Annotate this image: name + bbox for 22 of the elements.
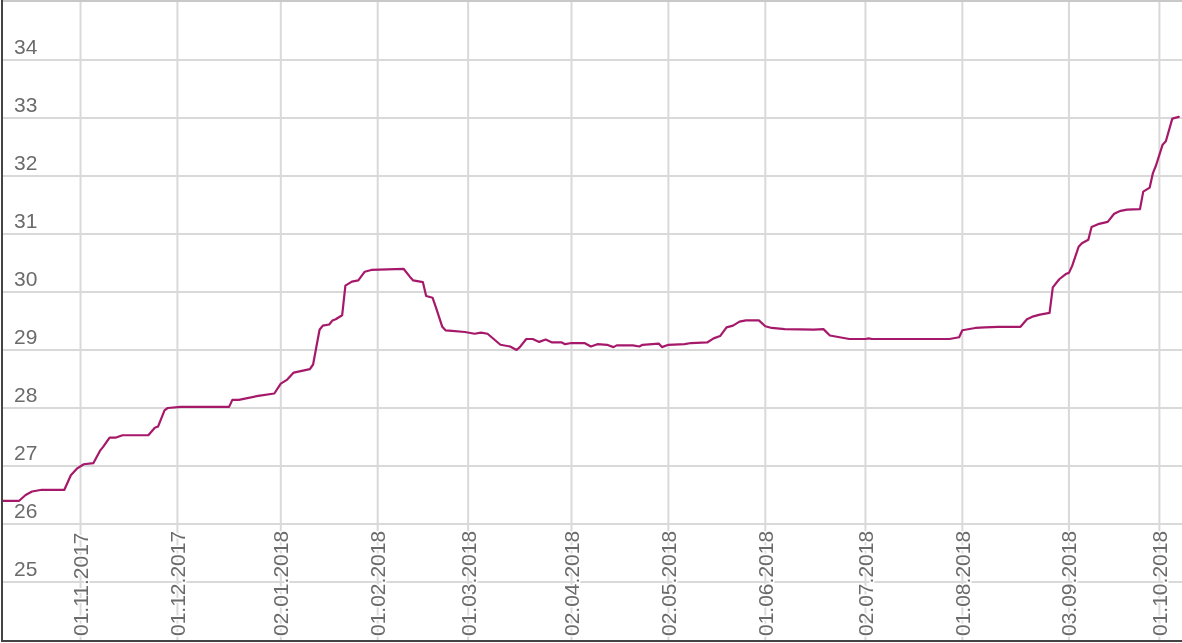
x-tick-label: 02.05.2018 [656, 530, 680, 636]
x-tick-label: 01.06.2018 [753, 530, 777, 636]
x-tick-label: 01.12.2017 [165, 530, 189, 636]
y-tick-label: 25 [14, 557, 38, 580]
x-tick-label: 03.09.2018 [1057, 530, 1081, 636]
y-tick-label: 26 [14, 499, 38, 522]
x-tick-label: 02.04.2018 [560, 530, 583, 636]
x-tick-label: 01.03.2018 [456, 530, 480, 636]
y-tick-label: 33 [14, 93, 38, 116]
y-tick-label: 27 [14, 441, 38, 464]
y-tick-label: 34 [14, 35, 38, 58]
y-tick-label: 32 [14, 151, 38, 174]
y-tick-label: 30 [14, 267, 38, 290]
y-tick-label: 28 [14, 383, 38, 406]
x-tick-label: 01.11.2017 [69, 532, 93, 636]
x-tick-label: 01.08.2018 [950, 530, 974, 636]
x-tick-label: 01.10.2018 [1147, 530, 1171, 636]
y-tick-label: 29 [14, 325, 38, 348]
x-tick-label: 02.01.2018 [269, 530, 293, 636]
x-tick-label: 02.07.2018 [853, 530, 877, 636]
x-tick-label: 01.02.2018 [366, 530, 390, 636]
y-tick-label: 31 [14, 209, 38, 232]
